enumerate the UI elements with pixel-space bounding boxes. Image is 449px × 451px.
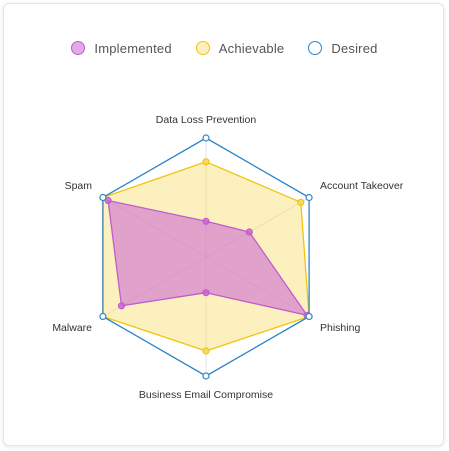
data-point-desired [305,193,313,202]
data-point-achievable [202,347,210,355]
data-point-desired [202,372,210,380]
axis-label: Malware [52,322,92,334]
data-point-implemented [202,217,210,225]
legend-label-achievable: Achievable [218,40,285,56]
axis-label: Data Loss Prevention [156,114,257,126]
axis-label: Spam [65,180,93,192]
data-point-achievable [297,198,305,206]
data-point-desired [99,312,107,321]
legend-item-achievable[interactable]: Achievable [195,40,285,56]
legend-label-implemented: Implemented [94,40,172,56]
data-point-desired [99,193,107,202]
chart-card [3,3,444,446]
axis-label: Business Email Compromise [139,389,273,401]
data-point-implemented [104,196,112,205]
data-point-desired [202,134,210,142]
legend-item-implemented[interactable]: Implemented [71,40,172,56]
legend-swatch-implemented [71,41,86,55]
data-point-implemented [245,228,253,236]
legend-label-desired: Desired [331,40,378,56]
data-point-desired [305,312,313,321]
legend-swatch-achievable [195,41,210,55]
chart-legend: Implemented Achievable Desired [0,36,449,60]
legend-swatch-desired [308,41,323,55]
legend-item-desired[interactable]: Desired [308,41,377,56]
data-point-implemented [117,302,126,310]
axis-label: Account Takeover [320,180,404,192]
data-point-implemented [202,289,210,297]
data-point-achievable [202,158,210,166]
axis-label: Phishing [320,322,360,334]
